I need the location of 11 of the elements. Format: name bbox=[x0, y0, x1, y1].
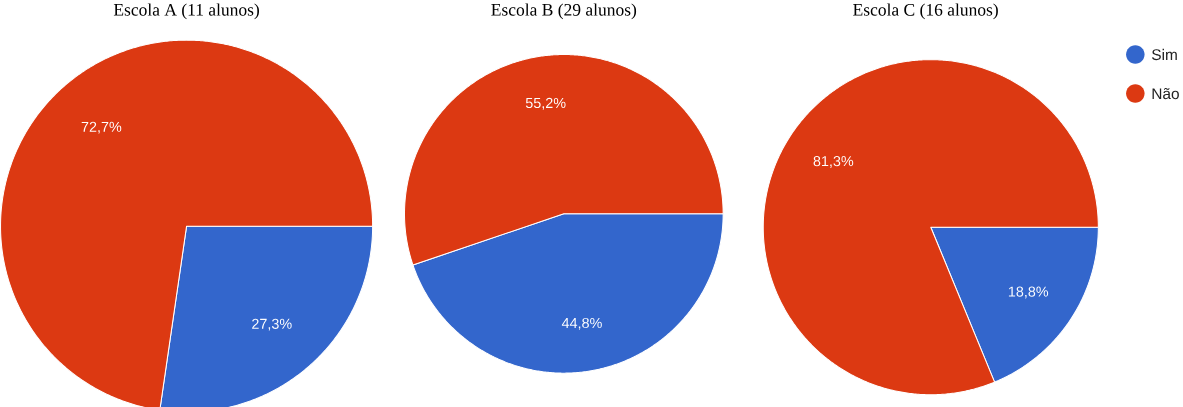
legend-label: Sim bbox=[1151, 48, 1177, 61]
chart-title: Escola A (11 alunos) bbox=[113, 3, 259, 20]
chart-title: Escola B (29 alunos) bbox=[491, 3, 637, 20]
legend-label: Não bbox=[1152, 87, 1179, 100]
chart-title: Escola C (16 alunos) bbox=[853, 3, 998, 20]
data-label: 55,2% bbox=[525, 97, 566, 110]
data-label: 27,3% bbox=[252, 318, 292, 331]
data-label: 81,3% bbox=[813, 155, 854, 168]
data-label: 72,7% bbox=[81, 121, 122, 134]
data-label: 18,8% bbox=[1008, 286, 1049, 299]
data-label: 44,8% bbox=[561, 317, 602, 330]
